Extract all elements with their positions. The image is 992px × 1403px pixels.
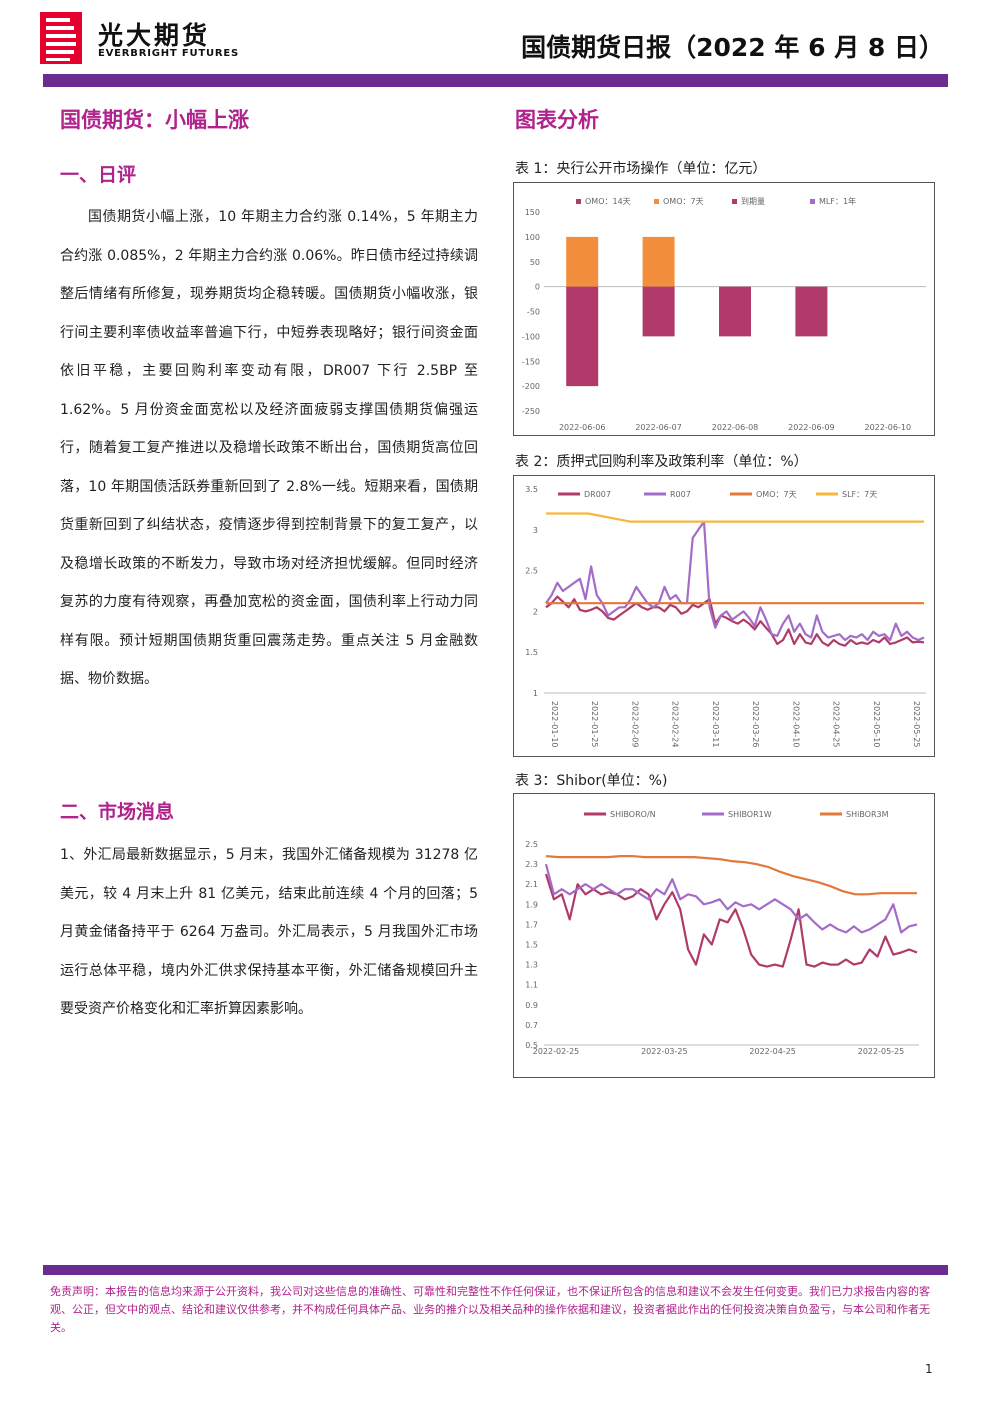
bar-2-3 bbox=[795, 286, 828, 337]
x-tick-label-8: 2022-05-10 bbox=[872, 701, 881, 748]
legend-label-1: R007 bbox=[670, 490, 691, 499]
footer-divider bbox=[43, 1265, 948, 1275]
chart1-svg: 150 100 50 0 -50 -100 -150 -200 -250 2022-06-06 20… bbox=[522, 196, 926, 432]
series-line-0 bbox=[545, 595, 925, 647]
y-tick-label-2: 50 bbox=[530, 258, 540, 267]
chart3-container: 2.5 2.3 2.1 1.9 1.7 1.5 1.3 1.1 0.9 0.7 0.5 2022-02… bbox=[513, 793, 935, 1078]
x-tick-label-2: 2022-06-08 bbox=[712, 423, 759, 432]
y-tick-label-6: -150 bbox=[522, 357, 540, 366]
legend-label-2: 到期量 bbox=[741, 197, 765, 206]
series-line-1 bbox=[544, 863, 918, 934]
section1-body: 国债期货小幅上涨，10 年期主力合约涨 0.14%，5 年期主力合约涨 0.08… bbox=[60, 209, 478, 687]
logo-text-en: EVERBRIGHT FUTURES bbox=[98, 48, 240, 59]
series-line-3 bbox=[546, 512, 924, 523]
x-tick-label-4: 2022-03-11 bbox=[711, 701, 720, 748]
y-tick-label-5: 1 bbox=[533, 689, 538, 698]
y-tick-label-0: 2.5 bbox=[525, 840, 538, 849]
y-tick-label-8: -250 bbox=[522, 407, 540, 416]
x-tick-label-0: 2022-01-10 bbox=[550, 701, 559, 748]
bar-2-1 bbox=[642, 286, 675, 337]
legend-swatch-0 bbox=[576, 199, 581, 204]
y-tick-label-7: 1.1 bbox=[525, 981, 538, 990]
y-tick-label-3: 1.9 bbox=[525, 900, 538, 909]
x-tick-label-5: 2022-03-26 bbox=[751, 701, 760, 748]
chart2-svg: 3.5 3 2.5 2 1.5 1 2022-01-10 2022-01-25 2022-02-… bbox=[525, 485, 926, 748]
y-tick-label-4: 1.5 bbox=[525, 648, 538, 657]
y-tick-label-1: 3 bbox=[533, 526, 538, 535]
x-tick-label-3: 2022-02-24 bbox=[671, 701, 680, 748]
header-divider bbox=[43, 74, 948, 87]
y-tick-label-3: 0 bbox=[535, 283, 540, 292]
x-tick-label-4: 2022-06-10 bbox=[865, 423, 912, 432]
right-title: 图表分析 bbox=[515, 107, 599, 132]
y-tick-label-2: 2.1 bbox=[525, 880, 538, 889]
x-tick-label-3: 2022-05-25 bbox=[858, 1047, 905, 1056]
y-tick-label-5: -100 bbox=[522, 332, 540, 341]
x-tick-label-0: 2022-02-25 bbox=[533, 1047, 580, 1056]
y-tick-label-1: 100 bbox=[525, 233, 540, 242]
series-line-2 bbox=[545, 854, 917, 896]
legend-label-0: OMO：14天 bbox=[585, 197, 631, 206]
legend-label-0: SHIBORO/N bbox=[610, 810, 656, 819]
legend-swatch-1 bbox=[654, 199, 659, 204]
report-title: 国债期货日报（2022 年 6 月 8 日） bbox=[521, 33, 944, 62]
bar-2-0 bbox=[566, 286, 599, 387]
section2-body: 1、外汇局最新数据显示，5 月末，我国外汇储备规模为 31278 亿美元，较 4… bbox=[60, 847, 478, 1017]
legend-label-1: OMO：7天 bbox=[663, 197, 704, 206]
legend-swatch-2 bbox=[732, 199, 737, 204]
x-tick-label-3: 2022-06-09 bbox=[788, 423, 835, 432]
y-tick-label-10: 0.5 bbox=[525, 1041, 538, 1050]
legend-label-0: DR007 bbox=[584, 490, 611, 499]
legend-label-2: SHiBOR3M bbox=[846, 810, 889, 819]
chart1-container: 150 100 50 0 -50 -100 -150 -200 -250 2022-06-06 20… bbox=[513, 182, 935, 436]
chart2-container: 3.5 3 2.5 2 1.5 1 2022-01-10 2022-01-25 2022-02-… bbox=[513, 475, 935, 757]
legend-swatch-3 bbox=[810, 199, 815, 204]
legend-label-3: MLF：1年 bbox=[819, 196, 856, 206]
x-tick-label-9: 2022-05-25 bbox=[912, 701, 921, 748]
x-tick-label-7: 2022-04-25 bbox=[832, 701, 841, 748]
y-tick-label-6: 1.3 bbox=[525, 961, 538, 970]
x-tick-label-0: 2022-06-06 bbox=[559, 423, 606, 432]
chart3-svg: 2.5 2.3 2.1 1.9 1.7 1.5 1.3 1.1 0.9 0.7 0.52022-02… bbox=[525, 810, 919, 1056]
x-tick-label-1: 2022-06-07 bbox=[635, 423, 682, 432]
y-tick-label-9: 0.7 bbox=[525, 1021, 538, 1030]
y-tick-label-0: 150 bbox=[525, 208, 540, 217]
x-tick-label-1: 2022-03-25 bbox=[641, 1047, 688, 1056]
y-tick-label-7: -200 bbox=[522, 382, 540, 391]
y-tick-label-3: 2 bbox=[533, 607, 538, 616]
x-tick-label-1: 2022-01-25 bbox=[590, 701, 599, 748]
section2-heading: 二、市场消息 bbox=[60, 801, 175, 823]
series-line-1 bbox=[545, 520, 925, 642]
y-tick-label-1: 2.3 bbox=[525, 860, 538, 869]
y-tick-label-4: -50 bbox=[527, 308, 540, 317]
x-tick-label-2: 2022-02-09 bbox=[630, 701, 639, 748]
bar-1-1 bbox=[642, 236, 675, 287]
page-number: 1 bbox=[925, 1362, 933, 1376]
chart3-caption: 表 3：Shibor(单位：%) bbox=[515, 773, 668, 789]
everbright-logo-icon bbox=[40, 12, 82, 64]
y-tick-label-4: 1.7 bbox=[525, 920, 538, 929]
legend-label-1: SHIBOR1W bbox=[728, 810, 772, 819]
y-tick-label-0: 3.5 bbox=[525, 485, 538, 494]
chart2-caption: 表 2：质押式回购利率及政策利率（单位：%） bbox=[515, 454, 808, 470]
disclaimer: 免责声明：本报告的信息均来源于公开资料，我公司对这些信息的准确性、可靠性和完整性… bbox=[50, 1285, 930, 1334]
y-tick-label-2: 2.5 bbox=[525, 567, 538, 576]
section1-heading: 一、日评 bbox=[60, 164, 137, 186]
series-line-0 bbox=[544, 873, 918, 968]
x-tick-label-6: 2022-04-10 bbox=[791, 701, 800, 748]
chart1-caption: 表 1：央行公开市场操作（单位：亿元） bbox=[515, 161, 767, 177]
logo-text-cn: 光大期货 bbox=[98, 21, 211, 50]
y-tick-label-8: 0.9 bbox=[525, 1001, 538, 1010]
legend-label-2: OMO：7天 bbox=[756, 490, 797, 499]
left-title: 国债期货：小幅上涨 bbox=[60, 107, 249, 132]
x-tick-label-2: 2022-04-25 bbox=[749, 1047, 796, 1056]
bar-2-2 bbox=[719, 286, 751, 337]
bar-1-0 bbox=[566, 236, 599, 287]
legend-label-3: SLF：7天 bbox=[842, 490, 877, 499]
y-tick-label-5: 1.5 bbox=[525, 941, 538, 950]
